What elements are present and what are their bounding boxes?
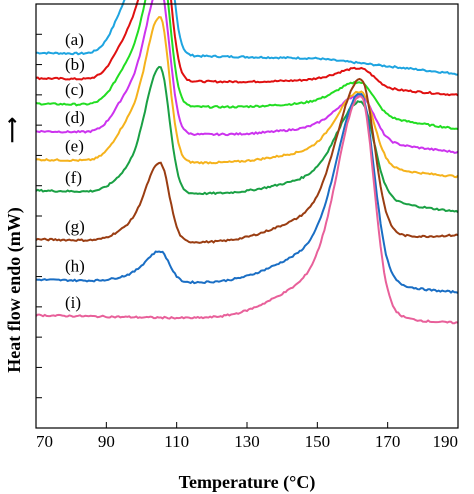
y-axis-title: Heat flow endo (mW) bbox=[4, 207, 25, 372]
x-tick-label-130: 130 bbox=[234, 432, 260, 451]
y-axis-title-group: Heat flow endo (mW) ⟶ bbox=[2, 117, 25, 373]
series-label-9: (i) bbox=[65, 293, 81, 312]
x-axis-title: Temperature (°C) bbox=[179, 472, 316, 493]
series-line-4 bbox=[35, 0, 459, 154]
x-tick-label-70: 70 bbox=[36, 432, 53, 451]
x-tick-label-110: 110 bbox=[164, 432, 189, 451]
series-label-2: (b) bbox=[65, 55, 85, 74]
series-line-9 bbox=[35, 95, 459, 325]
series-label-6: (f) bbox=[65, 168, 82, 187]
x-tick-label-170: 170 bbox=[375, 432, 401, 451]
series-line-7 bbox=[35, 77, 459, 244]
series-line-5 bbox=[35, 16, 459, 179]
plot-frame bbox=[35, 3, 459, 429]
series-label-1: (a) bbox=[65, 30, 84, 49]
series-label-8: (h) bbox=[65, 257, 85, 276]
y-axis-arrow: ⟶ bbox=[2, 117, 22, 143]
axis-ticks: 70 90 110 130 150 170 190 bbox=[35, 33, 459, 451]
x-tick-label-90: 90 bbox=[98, 432, 115, 451]
series-labels: (a) (b) (c) (d) (e) (f) (g) (h) (i) bbox=[65, 30, 85, 312]
series-line-2 bbox=[35, 0, 459, 97]
x-tick-label-190: 190 bbox=[433, 432, 459, 451]
series-line-6 bbox=[35, 65, 459, 213]
series-label-5: (e) bbox=[65, 136, 84, 155]
series-line-8 bbox=[35, 93, 459, 294]
series-line-1 bbox=[35, 0, 458, 76]
series-label-3: (c) bbox=[65, 80, 84, 99]
series-label-7: (g) bbox=[65, 217, 85, 236]
plot-lines bbox=[35, 0, 459, 325]
series-label-4: (d) bbox=[65, 108, 85, 127]
series-line-3 bbox=[35, 0, 459, 130]
x-tick-label-150: 150 bbox=[305, 432, 331, 451]
